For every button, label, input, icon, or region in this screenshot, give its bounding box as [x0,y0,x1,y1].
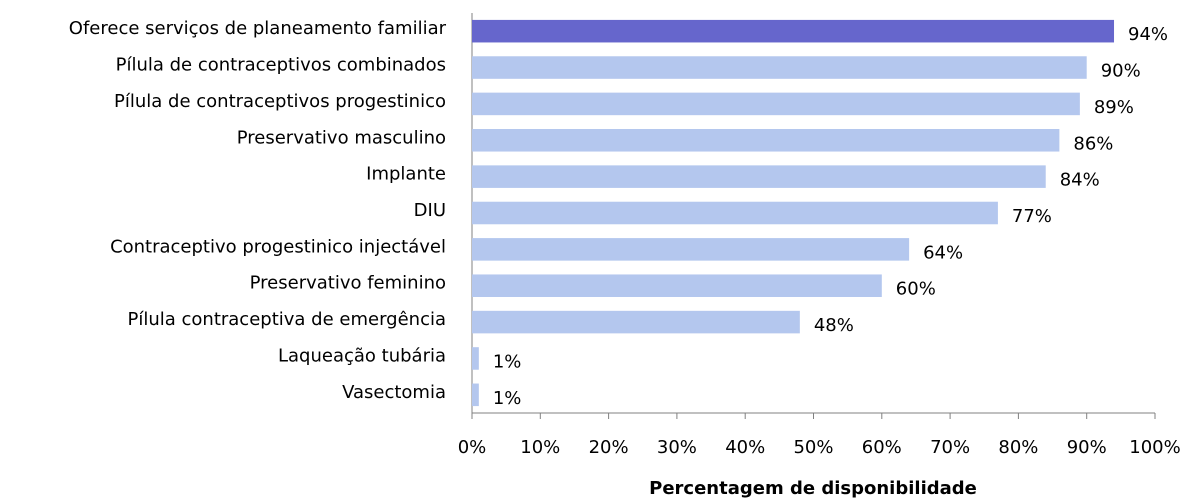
bar [472,92,1080,116]
y-tick-label: Oferece serviços de planeamento familiar [69,18,447,39]
bar [472,19,1115,43]
x-tick-label: 40% [725,437,765,458]
bar [472,129,1060,152]
value-label: 1% [493,388,522,409]
x-tick-label: 30% [657,437,697,458]
x-tick-label: 60% [862,437,902,458]
value-label: 48% [814,315,854,336]
x-tick-label: 20% [589,437,629,458]
bar [472,274,882,297]
bar [472,383,479,407]
value-label: 86% [1073,133,1113,154]
bar [472,201,998,225]
value-label: 64% [923,242,963,263]
x-tick-label: 100% [1129,437,1180,458]
bar [472,165,1046,188]
y-tick-label: Pílula de contraceptivos combinados [116,55,446,76]
y-tick-label: Laqueação tubária [278,345,446,366]
y-tick-label: Preservativo masculino [237,127,446,148]
x-tick-label: 10% [520,437,560,458]
bar [472,56,1087,79]
bar [472,310,800,334]
y-tick-label: Vasectomia [342,382,446,403]
value-label: 84% [1060,170,1100,191]
value-label: 89% [1094,97,1134,118]
y-tick-label: Preservativo feminino [250,273,446,294]
bar [472,238,910,261]
value-label: 1% [493,351,522,372]
value-label: 90% [1101,61,1141,82]
bar [472,347,479,370]
y-tick-label: DIU [414,200,446,221]
value-label: 77% [1012,206,1052,227]
value-label: 94% [1128,24,1168,45]
x-tick-label: 80% [998,437,1038,458]
y-tick-label: Implante [366,164,446,185]
y-tick-label: Pílula de contraceptivos progestinico [114,91,446,112]
x-axis-title: Percentagem de disponibilidade [649,478,977,499]
x-tick-label: 70% [930,437,970,458]
x-tick-label: 50% [793,437,833,458]
value-label: 60% [896,279,936,300]
y-tick-label: Contraceptivo progestinico injectável [110,236,446,257]
x-tick-label: 90% [1067,437,1107,458]
x-tick-label: 0% [458,437,487,458]
y-tick-label: Pílula contraceptiva de emergência [127,309,446,330]
